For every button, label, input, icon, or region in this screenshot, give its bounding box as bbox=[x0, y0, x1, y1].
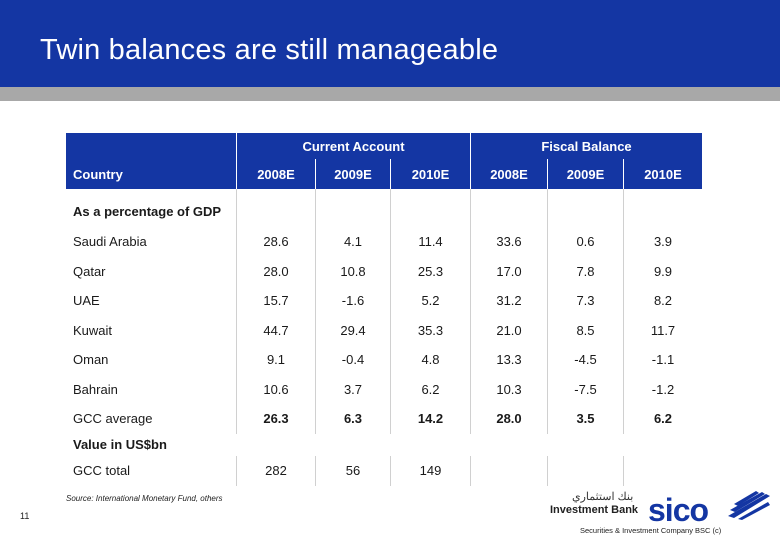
value-cell: -1.1 bbox=[623, 345, 702, 375]
value-cell: 9.1 bbox=[236, 345, 315, 375]
value-cell: 3.5 bbox=[547, 404, 623, 434]
header-fb-2008: 2008E bbox=[470, 159, 547, 189]
logo-brand: sico bbox=[648, 492, 709, 528]
value-cell: 11.7 bbox=[623, 315, 702, 345]
value-cell: -1.2 bbox=[623, 374, 702, 404]
value-cell: 11.4 bbox=[390, 227, 470, 257]
header-country: Country bbox=[66, 159, 236, 189]
value-cell: 3.9 bbox=[623, 227, 702, 257]
value-cell: 3.7 bbox=[315, 374, 390, 404]
section-label-percent-gdp: As a percentage of GDP bbox=[73, 203, 222, 219]
sico-logo: بنك استثماري Investment Bank sico Securi… bbox=[550, 486, 772, 538]
country-cell: GCC average bbox=[73, 411, 153, 427]
table-row: Bahrain 10.6 3.7 6.2 10.3 -7.5 -1.2 bbox=[66, 374, 702, 404]
value-cell: -1.6 bbox=[315, 286, 390, 316]
country-cell: UAE bbox=[73, 293, 100, 309]
value-cell: 26.3 bbox=[236, 404, 315, 434]
value-cell: 282 bbox=[236, 455, 315, 486]
value-cell: 29.4 bbox=[315, 315, 390, 345]
table-row: Saudi Arabia 28.6 4.1 11.4 33.6 0.6 3.9 bbox=[66, 227, 702, 257]
title-underline-strip bbox=[0, 87, 780, 101]
slide-title: Twin balances are still manageable bbox=[40, 34, 499, 66]
table-row: Kuwait 44.7 29.4 35.3 21.0 8.5 11.7 bbox=[66, 315, 702, 345]
value-cell: 6.2 bbox=[623, 404, 702, 434]
value-cell: 10.6 bbox=[236, 374, 315, 404]
logo-arabic-text: بنك استثماري bbox=[572, 491, 634, 503]
value-cell: 6.2 bbox=[390, 374, 470, 404]
value-cell: 17.0 bbox=[470, 256, 547, 286]
value-cell bbox=[470, 455, 547, 486]
value-cell bbox=[547, 455, 623, 486]
value-cell: 13.3 bbox=[470, 345, 547, 375]
group-header-current-account: Current Account bbox=[236, 133, 470, 159]
value-cell: 4.1 bbox=[315, 227, 390, 257]
value-cell: 7.8 bbox=[547, 256, 623, 286]
value-cell: 7.3 bbox=[547, 286, 623, 316]
value-cell: 15.7 bbox=[236, 286, 315, 316]
value-cell: 31.2 bbox=[470, 286, 547, 316]
country-cell: Oman bbox=[73, 352, 109, 368]
value-cell: -4.5 bbox=[547, 345, 623, 375]
section-row-value-usd: Value in US$bn bbox=[66, 434, 702, 456]
page-number: 11 bbox=[20, 511, 30, 521]
header-ca-2008: 2008E bbox=[236, 159, 315, 189]
value-cell: 10.3 bbox=[470, 374, 547, 404]
value-cell: 21.0 bbox=[470, 315, 547, 345]
group-header-fiscal-balance: Fiscal Balance bbox=[470, 133, 702, 159]
value-cell: -7.5 bbox=[547, 374, 623, 404]
country-cell: Saudi Arabia bbox=[73, 234, 147, 250]
table-row: Qatar 28.0 10.8 25.3 17.0 7.8 9.9 bbox=[66, 256, 702, 286]
value-cell: 25.3 bbox=[390, 256, 470, 286]
country-cell: Kuwait bbox=[73, 322, 113, 338]
value-cell: 149 bbox=[390, 455, 470, 486]
value-cell: 28.0 bbox=[236, 256, 315, 286]
logo-investment-bank: Investment Bank bbox=[550, 504, 639, 516]
value-cell: 9.9 bbox=[623, 256, 702, 286]
header-ca-2009: 2009E bbox=[315, 159, 390, 189]
value-cell: 33.6 bbox=[470, 227, 547, 257]
header-fb-2010: 2010E bbox=[623, 159, 702, 189]
group-header-row: Current Account Fiscal Balance bbox=[66, 133, 702, 159]
total-row-container: GCC total 282 56 149 bbox=[66, 455, 702, 486]
value-cell: -0.4 bbox=[315, 345, 390, 375]
value-cell: 44.7 bbox=[236, 315, 315, 345]
value-cell: 4.8 bbox=[390, 345, 470, 375]
data-rows: Saudi Arabia 28.6 4.1 11.4 33.6 0.6 3.9 Qatar 28… bbox=[66, 227, 702, 434]
data-table: Current Account Fiscal Balance Country 2… bbox=[66, 133, 702, 486]
value-cell: 8.5 bbox=[547, 315, 623, 345]
value-cell: 28.6 bbox=[236, 227, 315, 257]
value-cell: 0.6 bbox=[547, 227, 623, 257]
table-row: UAE 15.7 -1.6 5.2 31.2 7.3 8.2 bbox=[66, 286, 702, 316]
section-row-percent-gdp: As a percentage of GDP bbox=[66, 189, 702, 227]
value-cell bbox=[623, 455, 702, 486]
value-cell: 14.2 bbox=[390, 404, 470, 434]
value-cell: 8.2 bbox=[623, 286, 702, 316]
logo-subtitle: Securities & Investment Company BSC (c) bbox=[580, 526, 722, 535]
country-cell: Qatar bbox=[73, 263, 106, 279]
country-cell: Bahrain bbox=[73, 381, 118, 397]
header-fb-2009: 2009E bbox=[547, 159, 623, 189]
header-corner-cell bbox=[66, 133, 236, 159]
table-row: Oman 9.1 -0.4 4.8 13.3 -4.5 -1.1 bbox=[66, 345, 702, 375]
value-cell: 10.8 bbox=[315, 256, 390, 286]
source-note: Source: International Monetary Fund, oth… bbox=[66, 494, 223, 503]
value-cell: 35.3 bbox=[390, 315, 470, 345]
value-cell: 56 bbox=[315, 455, 390, 486]
header-ca-2010: 2010E bbox=[390, 159, 470, 189]
table-row: GCC total 282 56 149 bbox=[66, 455, 702, 486]
title-bar: Twin balances are still manageable bbox=[0, 0, 780, 87]
value-cell: 6.3 bbox=[315, 404, 390, 434]
value-cell: 28.0 bbox=[470, 404, 547, 434]
table-row: GCC average 26.3 6.3 14.2 28.0 3.5 6.2 bbox=[66, 404, 702, 434]
logo-wings-icon bbox=[728, 491, 770, 520]
year-header-row: Country 2008E 2009E 2010E 2008E 2009E 20… bbox=[66, 159, 702, 189]
section-label-value-usd: Value in US$bn bbox=[73, 437, 167, 452]
country-cell: GCC total bbox=[73, 463, 131, 478]
value-cell: 5.2 bbox=[390, 286, 470, 316]
